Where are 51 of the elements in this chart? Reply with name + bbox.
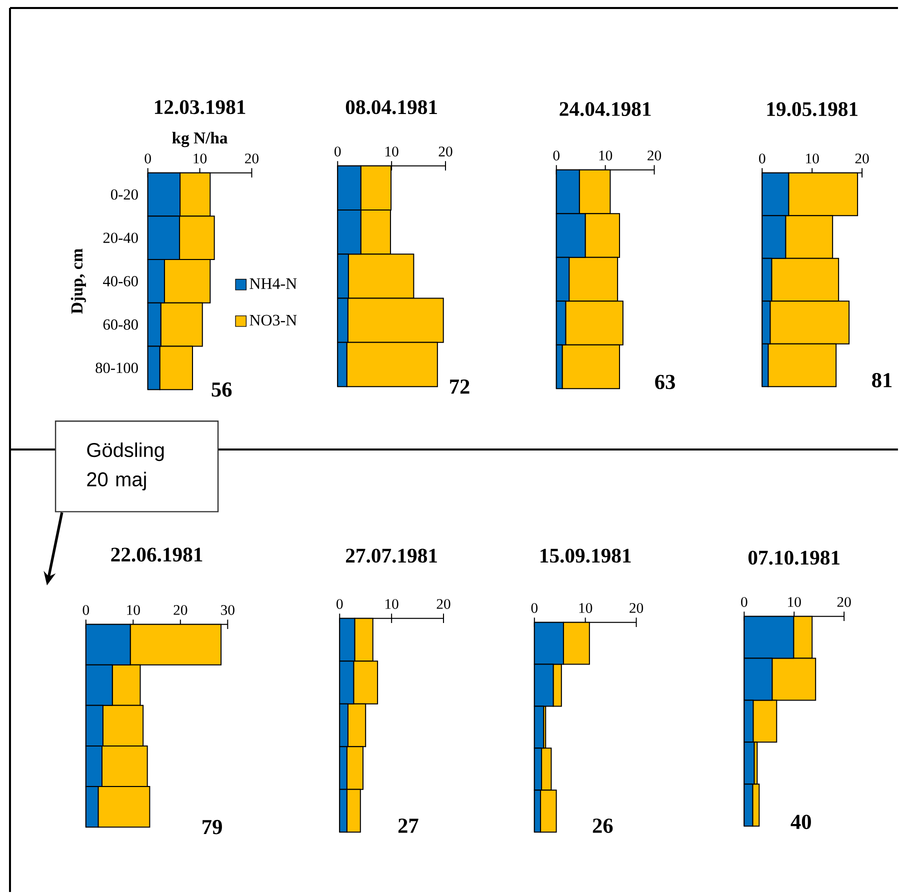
chart-title: 08.04.1981: [346, 100, 437, 114]
y-tick-label: 0-20: [110, 189, 138, 200]
y-tick-label: 80-100: [96, 362, 138, 374]
chart-title: 12.03.1981: [154, 100, 246, 114]
x-tick-label: 20: [245, 154, 258, 164]
x-tick-label: 0: [82, 605, 90, 615]
annotation: 40: [790, 814, 811, 830]
text: 63: [655, 374, 675, 390]
chart-title: 19.05.1981: [767, 102, 858, 116]
annotation: 56: [212, 382, 232, 397]
chart-title: 27.07.1981: [346, 548, 437, 563]
chart-title: 15.09.1981: [540, 548, 631, 563]
x-tick-label: 10: [599, 150, 612, 160]
chart-title: 22.06.1981: [111, 548, 202, 562]
x-tick-label: 20: [438, 146, 452, 156]
x-tick-label: 20: [837, 597, 851, 607]
x-tick-label: 20: [630, 603, 644, 613]
x-tick-label: 0: [144, 154, 151, 164]
x-tick-label: 0: [334, 146, 341, 156]
y-tick-label: 40-60: [103, 276, 138, 286]
x-tick-label: 20: [855, 154, 869, 164]
text: Gödsling 20 maj: [87, 442, 164, 490]
x-tick-label: 10: [788, 597, 801, 607]
annotation: 26: [592, 818, 613, 833]
x-axis-title: kg N/ha: [172, 132, 228, 148]
x-tick-label: 0: [531, 603, 538, 613]
x-tick-label: 20: [436, 599, 450, 609]
text: 72: [450, 380, 470, 394]
x-tick-label: 0: [553, 150, 560, 160]
legend-label: NO3-N: [250, 314, 297, 326]
x-tick-label: 10: [386, 146, 398, 156]
y-axis-title: Djup, cm: [70, 248, 86, 314]
x-tick-label: 0: [759, 154, 766, 164]
x-tick-label: 10: [386, 599, 398, 609]
y-tick-label: 60-80: [103, 319, 138, 330]
chart-title: 24.04.1981: [560, 102, 651, 116]
x-tick-label: 10: [127, 605, 140, 615]
x-tick-label: 10: [194, 154, 207, 164]
y-tick-label: 20-40: [103, 232, 138, 244]
x-tick-label: 10: [806, 154, 819, 164]
x-tick-label: 20: [174, 605, 188, 615]
x-tick-label: 30: [221, 605, 234, 615]
annotation: 27: [398, 818, 418, 833]
x-tick-label: 0: [336, 599, 343, 609]
x-tick-label: 10: [579, 603, 592, 613]
chart-title: 07.10.1981: [748, 550, 840, 565]
annotation: 79: [202, 820, 222, 834]
text: 81: [872, 372, 892, 388]
x-tick-label: 20: [648, 150, 662, 160]
x-tick-label: 0: [741, 597, 748, 607]
legend-label: NH4-N: [250, 278, 297, 289]
